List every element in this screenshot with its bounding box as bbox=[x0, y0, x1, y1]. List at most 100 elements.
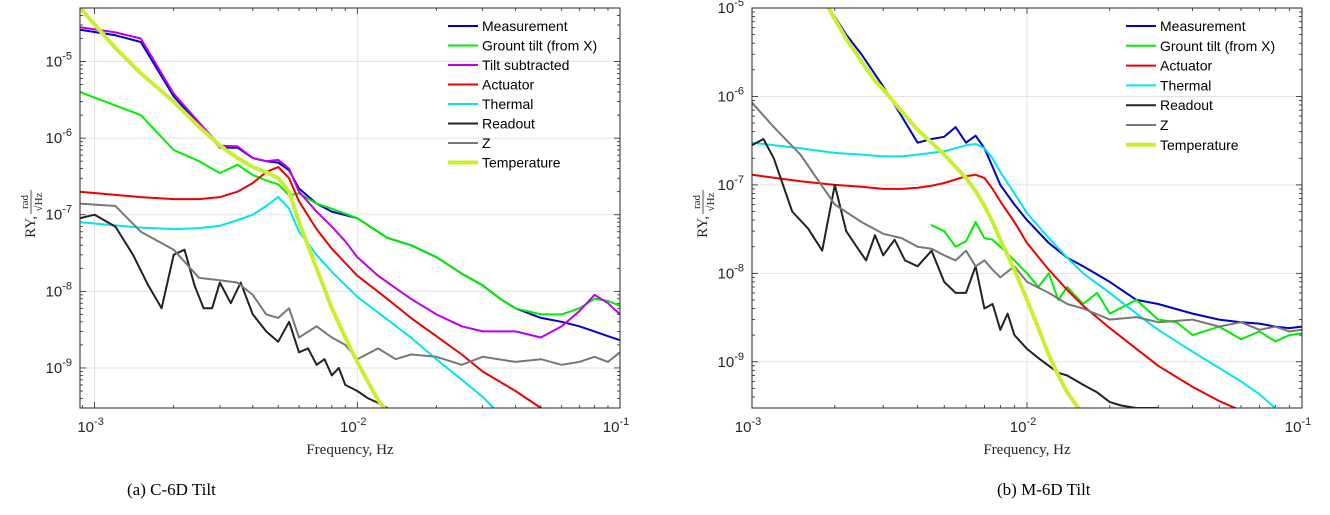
y-tick-label: 10-6 bbox=[46, 127, 72, 147]
x-axis-label: Frequency, Hz bbox=[306, 442, 394, 458]
series-group bbox=[80, 8, 620, 408]
y-tick-label: 10-7 bbox=[718, 174, 744, 194]
legend-item-thermal: Thermal bbox=[1126, 77, 1211, 93]
legend-item-measurement: Measurement bbox=[1126, 18, 1246, 34]
series-line-measurement bbox=[827, 8, 1302, 330]
axes-box bbox=[79, 7, 621, 409]
x-tick-label: 10-1 bbox=[1285, 416, 1311, 436]
series-line-actuator bbox=[80, 166, 542, 408]
series-group bbox=[752, 8, 1302, 408]
y-tick-label-base: 10 bbox=[718, 0, 735, 17]
legend: Measurement Grount tilt (from X) Tilt subt… bbox=[448, 18, 597, 171]
y-tick-label-base: 10 bbox=[46, 130, 63, 147]
y-tick-label-base: 10 bbox=[46, 54, 63, 71]
legend-item-temperature: Temperature bbox=[1126, 137, 1239, 153]
legend-item-z: Z bbox=[1126, 117, 1169, 133]
legend-label: Temperature bbox=[482, 155, 561, 171]
x-tick-label: 10-3 bbox=[735, 416, 761, 436]
legend-label: Z bbox=[482, 135, 491, 151]
legend-item-grount-tilt-from-x: Grount tilt (from X) bbox=[1126, 38, 1275, 54]
legend-label: Actuator bbox=[482, 77, 534, 93]
y-tick-label-exponent: -8 bbox=[62, 280, 72, 292]
y-tick-label-base: 10 bbox=[46, 283, 63, 300]
legend-label: Grount tilt (from X) bbox=[1160, 38, 1275, 54]
y-axis-label-prefix: RY, bbox=[695, 216, 711, 238]
chart-panel-b: 10-3 10-2 10-110-910-810-710-610-5Frequenc… bbox=[691, 0, 1311, 458]
series-line-z bbox=[752, 101, 1302, 333]
series-line-actuator bbox=[752, 173, 1238, 408]
series-line-readout bbox=[80, 213, 389, 408]
y-tick-label: 10-5 bbox=[718, 0, 744, 17]
y-tick-label: 10-7 bbox=[46, 204, 72, 224]
series-line-z bbox=[80, 202, 620, 366]
x-tick-label-exponent: -2 bbox=[1026, 416, 1036, 428]
y-tick-label-exponent: -6 bbox=[62, 127, 72, 139]
legend-item-measurement: Measurement bbox=[448, 18, 568, 34]
x-tick-label-base: 10 bbox=[1285, 419, 1302, 436]
series-line-grount-tilt-from-x bbox=[80, 91, 620, 316]
legend-label: Measurement bbox=[1160, 18, 1246, 34]
series-line-thermal bbox=[752, 141, 1277, 408]
legend-item-actuator: Actuator bbox=[448, 77, 534, 93]
legend-item-z: Z bbox=[448, 135, 491, 151]
y-tick-label: 10-9 bbox=[46, 357, 72, 377]
legend-label: Temperature bbox=[1160, 137, 1239, 153]
x-tick-label-base: 10 bbox=[603, 419, 620, 436]
x-tick-label: 10-2 bbox=[1010, 416, 1036, 436]
y-axis-label: RY, rad √Hz bbox=[691, 190, 717, 238]
x-tick-label: 10-1 bbox=[603, 416, 629, 436]
legend-item-actuator: Actuator bbox=[1126, 58, 1212, 74]
y-tick-label-exponent: -5 bbox=[734, 0, 744, 9]
y-tick-label: 10-5 bbox=[46, 51, 72, 71]
legend-label: Actuator bbox=[1160, 58, 1212, 74]
y-tick-label-exponent: -5 bbox=[62, 51, 72, 63]
legend-label: Tilt subtracted bbox=[482, 57, 569, 73]
legend-label: Thermal bbox=[482, 96, 533, 112]
x-tick-label-base: 10 bbox=[77, 419, 94, 436]
y-tick-label-base: 10 bbox=[46, 360, 63, 377]
y-tick-label-base: 10 bbox=[718, 88, 735, 105]
y-tick-label-base: 10 bbox=[46, 207, 63, 224]
x-axis-label: Frequency, Hz bbox=[983, 442, 1071, 458]
y-axis-unit-numerator: rad bbox=[19, 194, 31, 209]
chart-panel-a: 10-3 10-2 10-110-910-810-710-610-5Frequenc… bbox=[19, 7, 629, 458]
y-tick-label-base: 10 bbox=[718, 177, 735, 194]
caption-panel-b: (b) M-6D Tilt bbox=[997, 480, 1091, 499]
y-tick-label: 10-6 bbox=[718, 85, 744, 105]
x-tick-label: 10-2 bbox=[340, 416, 366, 436]
y-tick-label-base: 10 bbox=[718, 265, 735, 282]
x-tick-label-base: 10 bbox=[1010, 419, 1027, 436]
y-tick-label-exponent: -7 bbox=[62, 204, 72, 216]
series-line-temperature bbox=[80, 8, 387, 408]
y-tick-label-exponent: -7 bbox=[734, 174, 744, 186]
legend-label: Readout bbox=[1160, 97, 1213, 113]
x-tick-label-base: 10 bbox=[735, 419, 752, 436]
legend-item-grount-tilt-from-x: Grount tilt (from X) bbox=[448, 38, 597, 54]
legend-label: Measurement bbox=[482, 18, 568, 34]
legend-item-readout: Readout bbox=[1126, 97, 1213, 113]
legend-item-temperature: Temperature bbox=[448, 155, 561, 171]
legend-item-tilt-subtracted: Tilt subtracted bbox=[448, 57, 569, 73]
x-tick-label-exponent: -1 bbox=[619, 416, 629, 428]
plot-area bbox=[80, 8, 620, 408]
y-tick-label-exponent: -9 bbox=[62, 357, 72, 369]
y-tick-label-exponent: -6 bbox=[734, 85, 744, 97]
legend-item-readout: Readout bbox=[448, 116, 535, 132]
y-axis-unit-numerator: rad bbox=[691, 194, 703, 209]
y-axis-unit-denominator: √Hz bbox=[33, 192, 45, 211]
x-tick-label-exponent: -3 bbox=[751, 416, 761, 428]
x-tick-label: 10-3 bbox=[77, 416, 103, 436]
legend-item-thermal: Thermal bbox=[448, 96, 533, 112]
series-line-temperature bbox=[826, 8, 1081, 408]
legend-label: Grount tilt (from X) bbox=[482, 38, 597, 54]
series-line-grount-tilt-from-x bbox=[930, 221, 1302, 343]
series-line-readout bbox=[752, 138, 1160, 408]
y-tick-label-base: 10 bbox=[718, 354, 735, 371]
x-tick-label-exponent: -3 bbox=[94, 416, 104, 428]
caption-panel-a: (a) C-6D Tilt bbox=[127, 480, 216, 499]
legend-label: Z bbox=[1160, 117, 1169, 133]
x-tick-label-exponent: -2 bbox=[357, 416, 367, 428]
y-tick-label: 10-8 bbox=[46, 280, 72, 300]
